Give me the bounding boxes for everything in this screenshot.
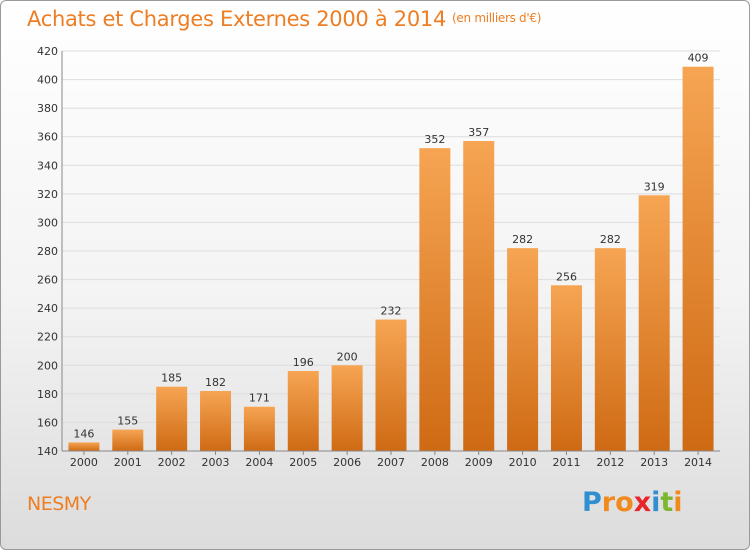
proxiti-logo: Proxiti — [582, 487, 683, 518]
bar — [331, 365, 363, 451]
bar — [594, 248, 626, 451]
data-labels: 146 155 185 182 171 196 200 232 352 357 282 256 282 3… — [73, 52, 708, 441]
logo-letter: t — [660, 487, 674, 518]
bar — [507, 248, 539, 451]
data-label: 196 — [293, 356, 314, 369]
y-tick-label: 340 — [37, 159, 58, 172]
axes: 140 160 180 200 220 240 260 280 300 320 340 360 380 4… — [37, 45, 720, 469]
y-tick-label: 260 — [37, 274, 58, 287]
logo-letter: o — [615, 487, 634, 518]
data-label: 200 — [337, 350, 358, 363]
title-text: Achats et Charges Externes 2000 à 2014 — [27, 7, 447, 31]
logo-letter: r — [601, 487, 616, 518]
y-tick-label: 360 — [37, 131, 58, 144]
x-tick-label: 2001 — [114, 456, 142, 469]
bar — [287, 371, 319, 451]
x-tick-label: 2011 — [552, 456, 580, 469]
logo-letter: i — [673, 487, 683, 518]
x-tick-label: 2012 — [596, 456, 624, 469]
data-label: 409 — [688, 52, 709, 65]
x-tick-label: 2007 — [377, 456, 405, 469]
data-label: 357 — [468, 126, 489, 139]
bar — [200, 391, 232, 451]
chart-subtitle: (en milliers d'€) — [452, 11, 542, 25]
logo-letter: x — [633, 487, 652, 518]
y-tick-label: 160 — [37, 416, 58, 429]
y-tick-label: 220 — [37, 331, 58, 344]
bar — [375, 319, 407, 451]
place-name: NESMY — [27, 493, 91, 515]
x-tick-label: 2005 — [289, 456, 317, 469]
data-label: 182 — [205, 376, 226, 389]
y-tick-label: 240 — [37, 302, 58, 315]
bar — [638, 195, 670, 451]
bar — [243, 406, 275, 451]
y-tick-label: 380 — [37, 102, 58, 115]
bar — [68, 442, 100, 451]
y-tick-label: 280 — [37, 245, 58, 258]
bar — [156, 386, 188, 451]
data-label: 232 — [381, 305, 402, 318]
chart-title: Achats et Charges Externes 2000 à 2014 (e… — [27, 7, 541, 31]
x-tick-label: 2008 — [421, 456, 449, 469]
x-tick-label: 2014 — [684, 456, 712, 469]
y-tick-label: 320 — [37, 188, 58, 201]
data-label: 146 — [73, 427, 94, 440]
bar — [463, 141, 495, 451]
bars — [68, 66, 714, 451]
bar — [682, 66, 714, 451]
data-label: 155 — [117, 415, 138, 428]
x-tick-label: 2000 — [70, 456, 98, 469]
x-tick-label: 2002 — [158, 456, 186, 469]
bar — [550, 285, 582, 451]
y-tick-label: 300 — [37, 216, 58, 229]
x-tick-label: 2003 — [202, 456, 230, 469]
data-label: 282 — [600, 233, 621, 246]
y-tick-label: 180 — [37, 388, 58, 401]
data-label: 185 — [161, 372, 182, 385]
x-tick-label: 2010 — [509, 456, 537, 469]
x-tick-label: 2004 — [245, 456, 273, 469]
bar — [112, 429, 144, 451]
y-tick-label: 140 — [37, 445, 58, 458]
data-label: 319 — [644, 180, 665, 193]
x-tick-label: 2006 — [333, 456, 361, 469]
data-label: 282 — [512, 233, 533, 246]
logo-letter: P — [582, 487, 602, 518]
y-tick-label: 400 — [37, 74, 58, 87]
bar — [419, 148, 451, 451]
data-label: 171 — [249, 392, 270, 405]
y-tick-label: 420 — [37, 45, 58, 58]
logo-letter: i — [651, 487, 661, 518]
x-tick-label: 2013 — [640, 456, 668, 469]
data-label: 352 — [424, 133, 445, 146]
data-label: 256 — [556, 270, 577, 283]
y-tick-label: 200 — [37, 359, 58, 372]
x-tick-label: 2009 — [465, 456, 493, 469]
